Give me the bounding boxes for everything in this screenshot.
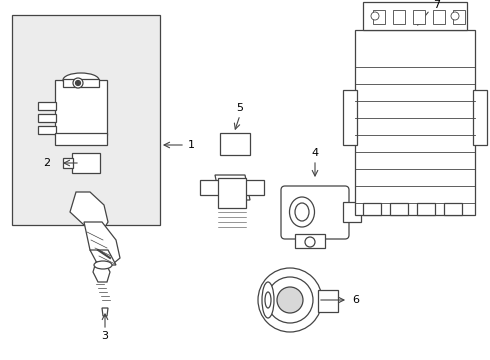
Bar: [38, 102, 56, 110]
Bar: [473, 90, 487, 145]
Bar: [55, 133, 107, 145]
Bar: [38, 126, 56, 134]
Bar: [242, 180, 264, 195]
Bar: [433, 10, 445, 24]
Circle shape: [451, 12, 459, 20]
Circle shape: [267, 277, 313, 323]
Text: 2: 2: [43, 158, 50, 168]
Bar: [444, 203, 462, 215]
Bar: [318, 290, 338, 312]
Bar: [72, 153, 100, 173]
Bar: [355, 30, 475, 215]
Polygon shape: [70, 192, 108, 235]
Text: 3: 3: [101, 331, 108, 341]
Text: 4: 4: [312, 148, 318, 158]
Circle shape: [75, 81, 80, 85]
Polygon shape: [90, 250, 116, 265]
Bar: [393, 10, 405, 24]
Bar: [63, 158, 73, 168]
FancyBboxPatch shape: [281, 186, 349, 239]
Bar: [453, 10, 465, 24]
Bar: [218, 178, 246, 208]
Bar: [417, 203, 435, 215]
Bar: [63, 79, 99, 87]
Ellipse shape: [262, 282, 274, 318]
Bar: [343, 202, 361, 222]
Bar: [295, 234, 325, 248]
Bar: [220, 133, 250, 155]
Polygon shape: [102, 308, 108, 316]
Bar: [373, 10, 385, 24]
Circle shape: [371, 12, 379, 20]
Bar: [200, 180, 222, 195]
Polygon shape: [84, 222, 120, 268]
Text: 1: 1: [188, 140, 195, 150]
Bar: [363, 2, 467, 30]
Circle shape: [305, 237, 315, 247]
Text: 7: 7: [433, 0, 440, 10]
Bar: [343, 90, 357, 145]
Polygon shape: [215, 175, 250, 200]
Circle shape: [258, 268, 322, 332]
Bar: [413, 10, 425, 24]
Ellipse shape: [94, 261, 112, 269]
Bar: [55, 80, 107, 135]
Text: 6: 6: [352, 295, 359, 305]
Bar: [12, 15, 160, 225]
Ellipse shape: [290, 197, 315, 227]
Circle shape: [73, 78, 83, 88]
Bar: [38, 114, 56, 122]
Polygon shape: [93, 262, 110, 282]
Ellipse shape: [295, 203, 309, 221]
Ellipse shape: [265, 292, 271, 308]
Bar: [390, 203, 408, 215]
Ellipse shape: [63, 73, 99, 87]
Bar: [363, 203, 381, 215]
Circle shape: [277, 287, 303, 313]
Text: 5: 5: [237, 103, 244, 113]
